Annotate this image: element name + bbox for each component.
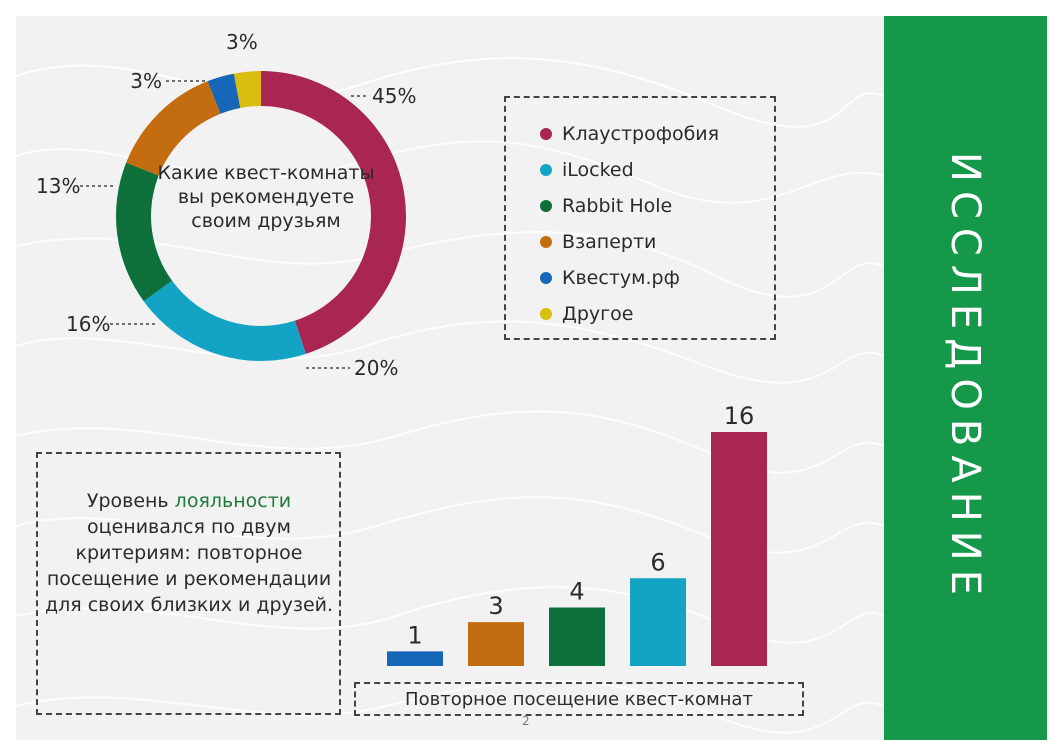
donut-percent-label: 16% <box>66 312 111 336</box>
legend-item-клаустрофобия: Клаустрофобия <box>540 122 719 146</box>
bar-chart-caption: Повторное посещение квест-комнат <box>354 682 804 716</box>
bar-chart: 1 3 4 6 16 <box>387 402 767 666</box>
side-title: ИССЛЕДОВАНИЕ <box>942 152 988 604</box>
bar-value-label: 1 <box>407 621 422 649</box>
donut-percent-label: 45% <box>372 84 417 108</box>
donut-slice-квестум-рф <box>207 73 241 114</box>
loyalty-highlight: лояльности <box>174 490 292 512</box>
legend-label: Другое <box>562 303 634 325</box>
loyalty-info-box: Уровень лояльности оценивался по двум кр… <box>36 452 341 715</box>
donut-percent-label: 20% <box>354 356 399 380</box>
loyalty-text-start: Уровень <box>86 490 175 512</box>
donut-chart-title: Какие квест-комнаты вы рекомендуете свои… <box>157 162 375 232</box>
donut-slice-другое <box>233 71 261 108</box>
legend-dot <box>540 164 552 176</box>
legend-label: Взаперти <box>562 231 657 253</box>
legend-item-ilocked: iLocked <box>540 158 634 182</box>
legend-dot <box>540 272 552 284</box>
loyalty-text-rest: оценивался по двум критериям: повторное … <box>44 516 334 616</box>
donut-slice-взаперти <box>126 81 221 176</box>
page-number: 2 <box>522 714 530 728</box>
bar-value-label: 4 <box>569 578 584 606</box>
bar-3 <box>549 607 605 666</box>
legend-dot <box>540 308 552 320</box>
legend-label: Клаустрофобия <box>562 123 720 145</box>
side-panel: ИССЛЕДОВАНИЕ <box>884 16 1047 740</box>
legend-item-другое: Другое <box>540 302 633 326</box>
loyalty-text: Уровень лояльности оценивался по двум кр… <box>44 488 334 618</box>
legend: Клаустрофобия iLocked Rabbit Hole Взаперти К… <box>504 96 776 340</box>
slide: Какие квест-комнаты вы рекомендуете свои… <box>16 16 1047 740</box>
legend-dot <box>540 236 552 248</box>
donut-percent-label: 13% <box>36 174 81 198</box>
donut-slice-ilocked <box>143 280 306 361</box>
legend-label: iLocked <box>562 159 634 181</box>
bar-1 <box>387 651 443 666</box>
legend-item-rabbit-hole: Rabbit Hole <box>540 194 672 218</box>
legend-item-взаперти: Взаперти <box>540 230 656 254</box>
bar-value-label: 3 <box>488 592 503 620</box>
legend-dot <box>540 128 552 140</box>
legend-label: Rabbit Hole <box>562 195 673 217</box>
bar-value-label: 16 <box>724 402 755 430</box>
donut-chart <box>80 71 406 369</box>
donut-slice-клаустрофобия <box>261 71 406 354</box>
bar-4 <box>630 578 686 666</box>
legend-label: Квестум.рф <box>562 267 680 289</box>
bar-value-label: 6 <box>650 548 665 576</box>
donut-percent-label: 3% <box>226 30 258 54</box>
legend-item-квестум-рф: Квестум.рф <box>540 266 680 290</box>
bar-2 <box>468 622 524 666</box>
donut-slice-rabbit-hole <box>115 162 173 302</box>
legend-dot <box>540 200 552 212</box>
bar-5 <box>711 432 767 666</box>
donut-percent-label: 3% <box>130 69 162 93</box>
